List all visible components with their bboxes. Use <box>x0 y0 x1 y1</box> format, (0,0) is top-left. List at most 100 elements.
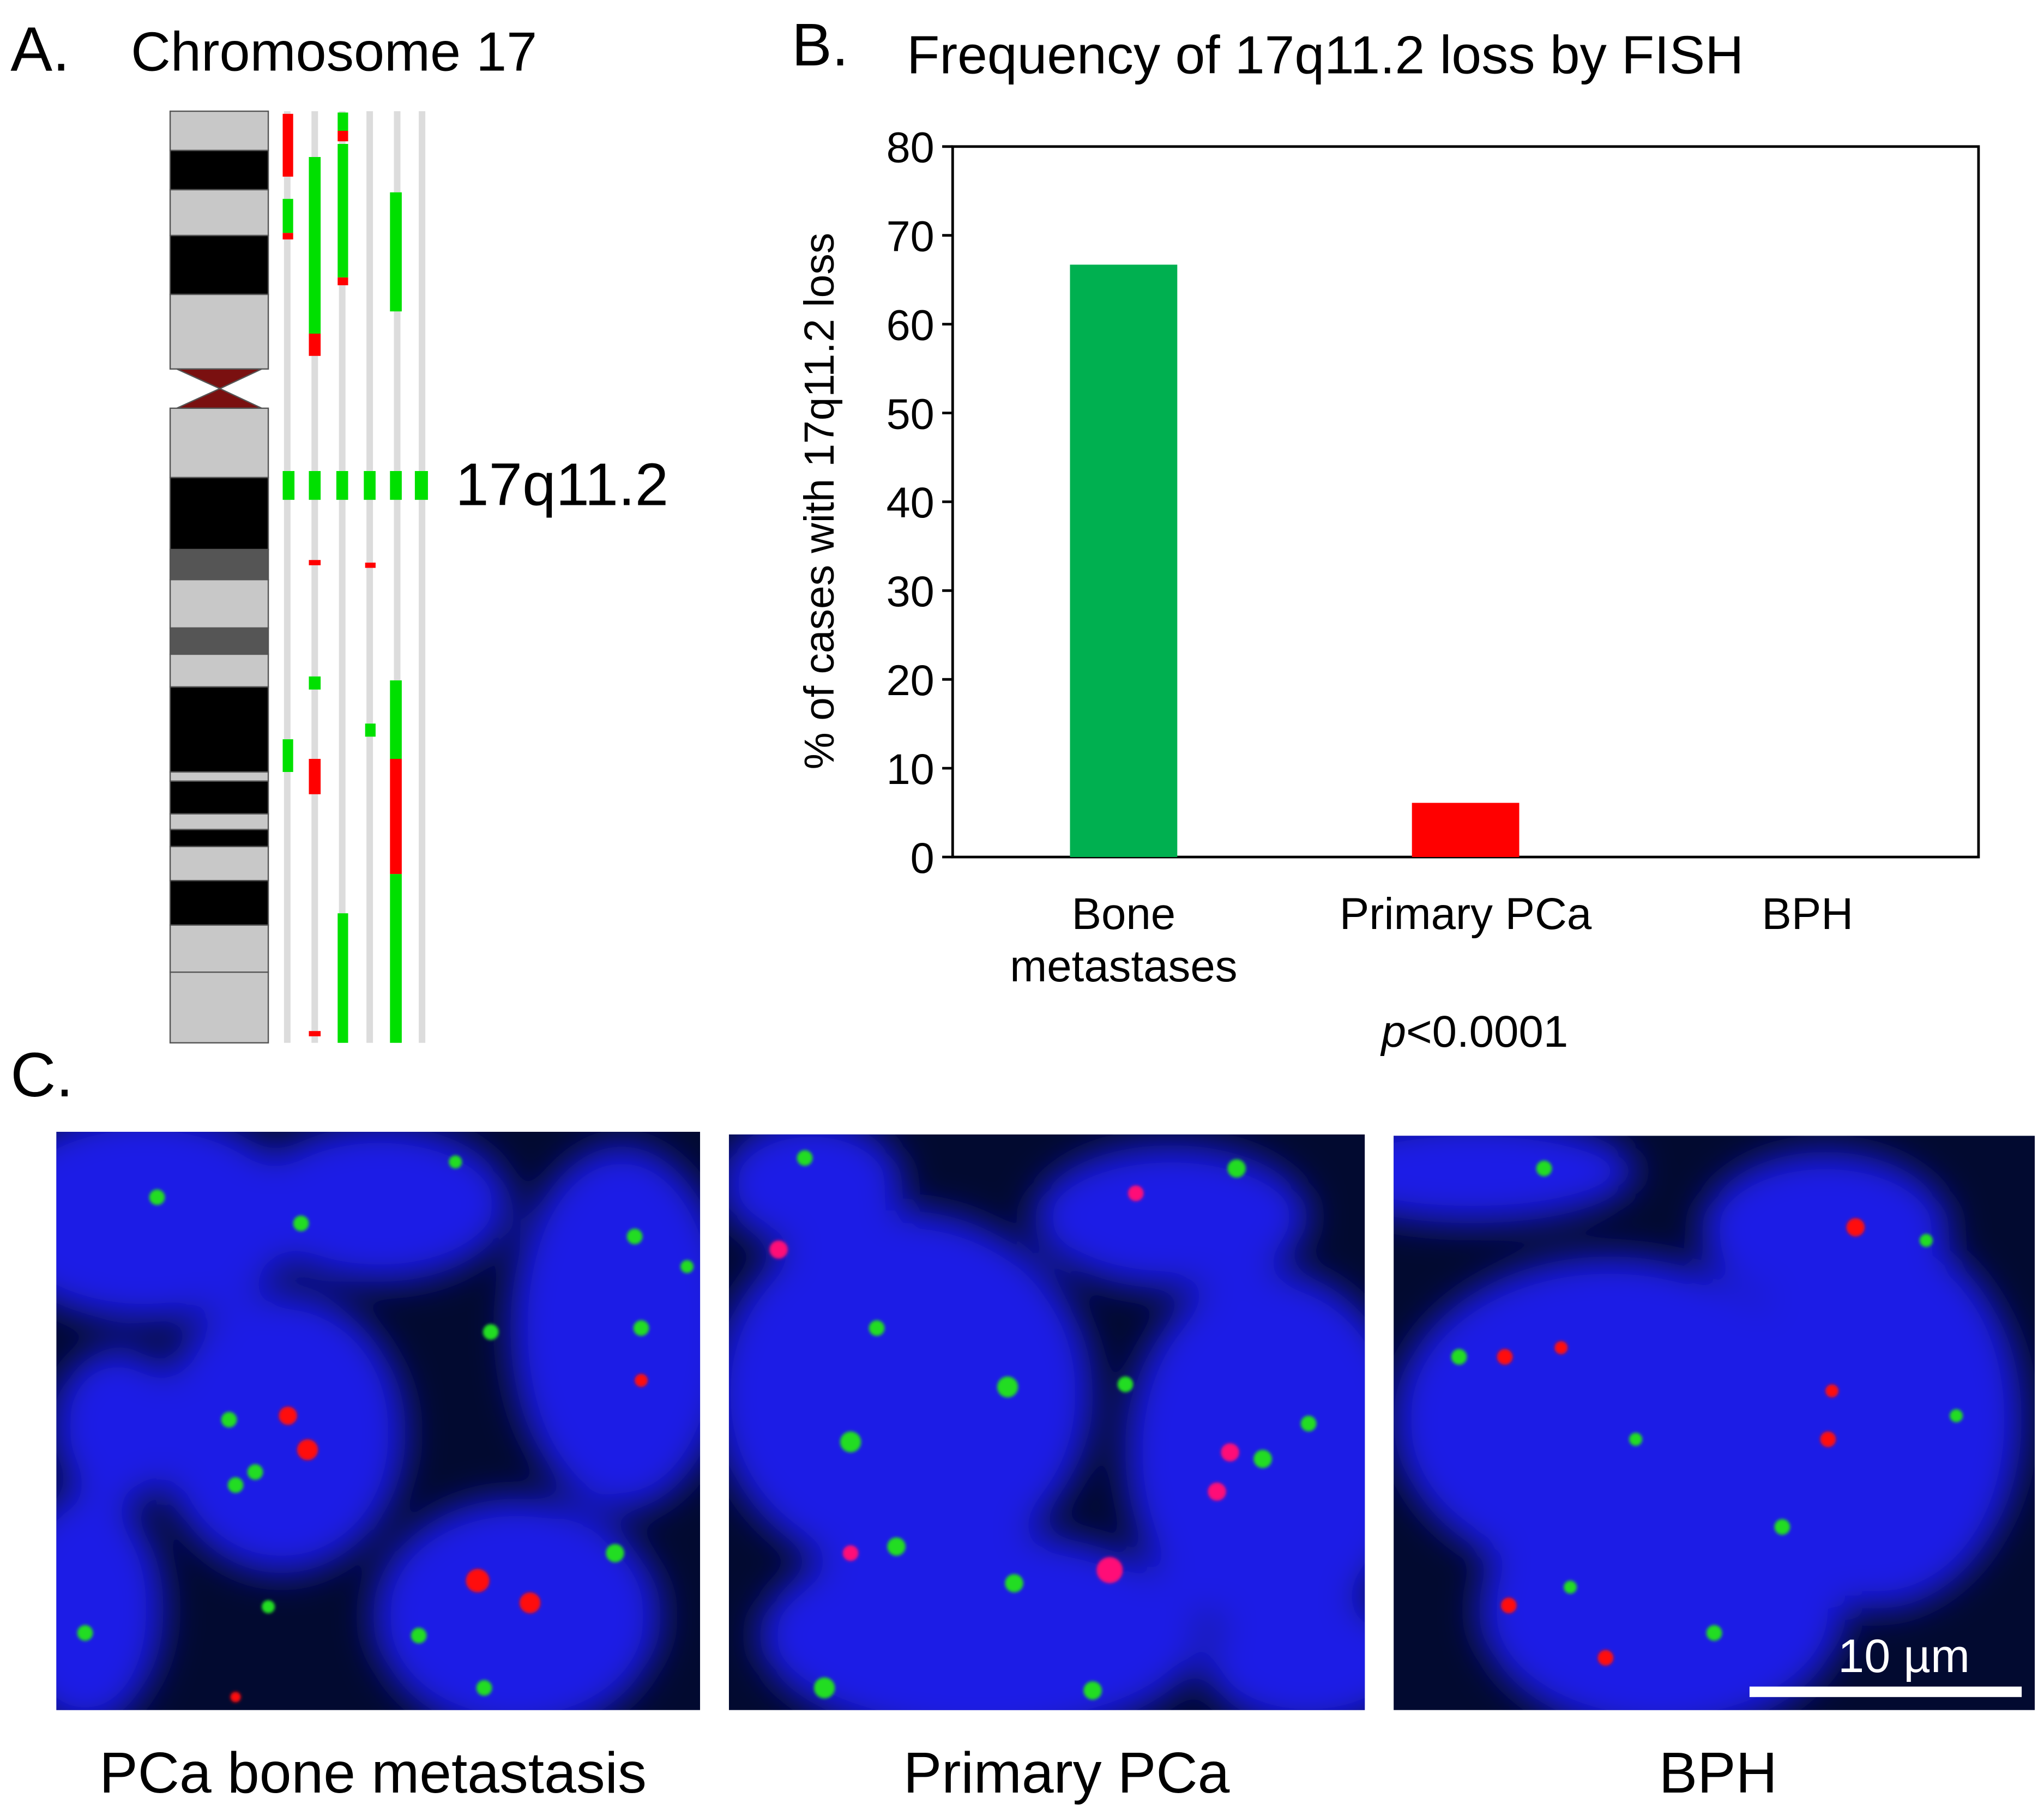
figure-rect <box>309 1031 321 1036</box>
figure-circle <box>633 1320 649 1336</box>
image-caption: PCa bone metastasis <box>99 1741 647 1805</box>
figure-ellipse <box>1701 1151 1950 1309</box>
band-label: 17q11.2 <box>455 451 668 518</box>
figure-circle <box>887 1537 906 1556</box>
figure-rect <box>169 234 269 295</box>
figure-ellipse <box>1125 1269 1365 1636</box>
figure-rect <box>169 110 269 152</box>
y-tick-label: 80 <box>887 123 934 172</box>
y-tick-label: 0 <box>911 834 934 882</box>
figure-circle <box>1451 1349 1467 1365</box>
figure-circle <box>1774 1519 1790 1535</box>
figure-rect <box>365 563 376 568</box>
figure-rect <box>364 471 376 500</box>
figure-ellipse <box>728 1134 903 1250</box>
panel-label: B. <box>792 11 848 79</box>
figure-circle <box>1554 1341 1568 1355</box>
figure-circle <box>262 1600 275 1614</box>
figure-circle <box>1227 1159 1246 1178</box>
figure-rect <box>282 113 293 177</box>
figure-circle <box>293 1215 309 1232</box>
figure-rect <box>282 471 295 500</box>
figure-tspan: p <box>1380 1007 1406 1057</box>
figure-circle <box>606 1544 624 1562</box>
figure-ellipse <box>1204 1596 1365 1710</box>
y-tick-label: 20 <box>887 656 934 704</box>
figure-circle <box>449 1155 462 1169</box>
figure-rect <box>309 676 321 690</box>
figure-rect <box>339 111 346 1043</box>
figure-tspan: <0.0001 <box>1406 1007 1568 1057</box>
figure-ellipse <box>56 1132 302 1322</box>
figure-rect <box>390 192 402 312</box>
figure-circle <box>842 1545 859 1561</box>
figure-circle <box>279 1407 297 1425</box>
figure-circle <box>1950 1409 1963 1422</box>
figure-rect <box>169 924 269 973</box>
figure-g <box>56 1132 701 1710</box>
figure-g <box>1394 1136 2022 1710</box>
figure-ellipse <box>759 1531 1204 1710</box>
figure-circle <box>840 1431 861 1453</box>
figure-rect <box>282 198 293 233</box>
chart-title: Frequency of 17q11.2 loss by FISH <box>907 25 1744 85</box>
figure-rect <box>169 880 269 926</box>
figure-circle <box>1597 1650 1614 1666</box>
figure-rect <box>337 131 348 142</box>
x-tick-label: BPH <box>1762 889 1853 939</box>
figure-rect <box>169 829 269 848</box>
figure-rect <box>282 233 293 240</box>
x-tick-label: Primary PCa <box>1340 889 1592 939</box>
figure-ellipse <box>1734 1230 2022 1610</box>
y-tick-label: 40 <box>887 478 934 527</box>
figure-rect <box>309 471 321 500</box>
figure-rect <box>169 476 269 551</box>
figure-rect <box>169 653 269 688</box>
y-axis-label: % of cases with 17q11.2 loss <box>796 233 843 770</box>
y-tick-label: 30 <box>887 567 934 616</box>
figure-circle <box>1096 1557 1123 1584</box>
y-tick-label: 50 <box>887 389 934 438</box>
figure-rect <box>337 112 348 131</box>
figure-circle <box>466 1568 490 1592</box>
figure-circle <box>1253 1450 1272 1468</box>
figure-circle <box>247 1464 263 1480</box>
panel-label: A. <box>10 15 70 85</box>
figure-circle <box>77 1625 93 1641</box>
figure-circle <box>1497 1349 1513 1365</box>
figure-circle <box>1919 1234 1933 1247</box>
figure-circle <box>1300 1415 1317 1432</box>
figure-circle <box>1536 1160 1552 1176</box>
figure-rect <box>390 680 402 759</box>
figure-rect <box>309 759 321 794</box>
figure-circle <box>1083 1681 1102 1700</box>
figure-rect <box>419 111 426 1043</box>
y-tick-label: 60 <box>887 300 934 349</box>
figure-circle <box>411 1627 427 1644</box>
figure-circle <box>1500 1597 1517 1614</box>
figure-circle <box>997 1376 1018 1398</box>
figure-rect <box>337 913 348 1043</box>
cnv-tracks <box>282 111 428 1043</box>
figure-circle <box>149 1189 165 1205</box>
figure-circle <box>1820 1431 1836 1447</box>
figure-rect <box>309 334 321 356</box>
figure-tspan: Bone <box>1072 889 1176 939</box>
scale-bar-label: 10 µm <box>1838 1630 1970 1682</box>
image-caption: Primary PCa <box>903 1741 1230 1805</box>
figure-circle <box>797 1150 813 1166</box>
p-value-annotation: p<0.0001 <box>1380 1007 1569 1057</box>
figure-g <box>284 111 426 1043</box>
figure-rect <box>169 548 269 581</box>
figure-ellipse <box>1394 1136 1636 1223</box>
figure-circle <box>1825 1384 1839 1398</box>
figure-rect <box>282 739 293 773</box>
figure-circle <box>519 1592 541 1614</box>
figure-circle <box>680 1260 694 1274</box>
figure-circle <box>221 1411 237 1428</box>
figure-rect <box>336 471 348 500</box>
figure-rect <box>169 189 269 237</box>
